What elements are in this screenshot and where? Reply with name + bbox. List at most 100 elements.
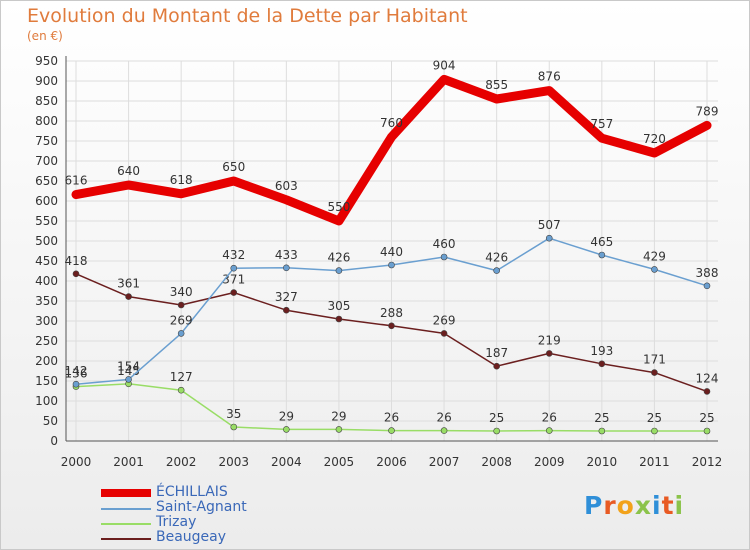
y-tick-label-600: 600 [35, 194, 58, 208]
data-label-trizay-2002: 127 [170, 370, 193, 384]
data-point-saint-agnant-2009 [545, 234, 553, 242]
data-point-beaugeay-2010 [598, 360, 606, 368]
data-point-beaugeay-2007 [440, 330, 448, 337]
data-label-saint-agnant-2011: 429 [643, 249, 666, 263]
data-label-trizay-2011: 25 [647, 411, 662, 425]
data-label-trizay-2005: 29 [331, 409, 346, 423]
data-label-saint-agnant-2007: 460 [433, 237, 456, 251]
y-tick-label-550: 550 [35, 214, 58, 228]
data-point-saint-agnant-2000 [72, 380, 80, 388]
data-point-trizay-2002 [177, 386, 185, 394]
legend-swatch-echillais [101, 489, 151, 497]
x-tick-label-2010: 2010 [587, 455, 618, 469]
data-label-saint-agnant-2002: 269 [170, 313, 193, 327]
data-label-saint-agnant-2001: 154 [117, 359, 140, 373]
x-tick-label-2002: 2002 [166, 455, 197, 469]
data-label-trizay-2000: 136 [65, 367, 88, 381]
y-tick-label-850: 850 [35, 94, 58, 108]
data-label-echillais-2005: 550 [327, 200, 350, 214]
y-tick-label-900: 900 [35, 74, 58, 88]
legend-swatch-beaugeay [101, 538, 151, 540]
data-point-saint-agnant-2006 [388, 261, 395, 269]
data-label-beaugeay-2012: 124 [696, 371, 719, 385]
data-label-echillais-2006: 760 [380, 116, 403, 130]
data-point-trizay-2012 [703, 427, 711, 435]
data-label-echillais-2003: 650 [222, 160, 245, 174]
data-label-beaugeay-2005: 305 [327, 299, 350, 313]
data-point-saint-agnant-2004 [283, 264, 290, 272]
x-tick-label-2008: 2008 [481, 455, 512, 469]
data-label-beaugeay-2001: 361 [117, 277, 140, 291]
x-tick-label-2012: 2012 [692, 455, 723, 469]
data-point-saint-agnant-2002 [177, 330, 185, 337]
data-label-trizay-2007: 26 [436, 411, 451, 425]
data-point-beaugeay-2002 [177, 301, 185, 309]
data-point-beaugeay-2008 [493, 362, 500, 370]
y-tick-label-450: 450 [35, 254, 58, 268]
x-tick-label-2004: 2004 [271, 455, 302, 469]
y-tick-label-300: 300 [35, 314, 58, 328]
chart-subtitle: (en €) [27, 29, 63, 43]
y-tick-label-400: 400 [35, 274, 58, 288]
data-label-saint-agnant-2008: 426 [485, 251, 508, 265]
data-label-echillais-2001: 640 [117, 164, 140, 178]
x-tick-label-2005: 2005 [324, 455, 355, 469]
data-label-saint-agnant-2004: 433 [275, 248, 298, 262]
data-label-echillais-2012: 789 [696, 104, 719, 118]
data-point-trizay-2010 [598, 427, 606, 435]
y-tick-label-150: 150 [35, 374, 58, 388]
legend-swatch-saint-agnant [101, 508, 151, 510]
data-label-echillais-2011: 720 [643, 132, 666, 146]
x-tick-label-2003: 2003 [218, 455, 249, 469]
data-label-saint-agnant-2012: 388 [696, 266, 719, 280]
data-label-beaugeay-2008: 187 [485, 346, 508, 360]
data-point-trizay-2009 [545, 427, 553, 434]
data-label-saint-agnant-2006: 440 [380, 245, 403, 259]
data-label-echillais-2007: 904 [433, 58, 456, 72]
data-point-beaugeay-2012 [703, 388, 711, 395]
data-label-saint-agnant-2000: 142 [65, 364, 88, 378]
data-point-trizay-2003 [230, 423, 238, 431]
data-point-saint-agnant-2011 [651, 266, 658, 273]
data-label-trizay-2008: 25 [489, 411, 504, 425]
data-point-saint-agnant-2005 [335, 267, 343, 274]
data-point-trizay-2006 [388, 427, 395, 434]
x-tick-label-2001: 2001 [113, 455, 144, 469]
data-label-echillais-2008: 855 [485, 78, 508, 92]
data-label-echillais-2002: 618 [170, 173, 193, 187]
y-tick-label-200: 200 [35, 354, 58, 368]
y-tick-label-750: 750 [35, 134, 58, 148]
y-tick-label-50: 50 [43, 414, 58, 428]
y-tick-label-700: 700 [35, 154, 58, 168]
data-point-beaugeay-2006 [388, 322, 395, 330]
x-tick-label-2007: 2007 [429, 455, 460, 469]
proxiti-logo: Proxiti [584, 491, 685, 520]
data-point-trizay-2004 [283, 426, 290, 433]
data-point-trizay-2008 [493, 427, 500, 435]
y-tick-label-650: 650 [35, 174, 58, 188]
data-label-beaugeay-2004: 327 [275, 290, 298, 304]
data-label-trizay-2006: 26 [384, 411, 399, 425]
data-label-beaugeay-2009: 219 [538, 333, 561, 347]
data-point-beaugeay-2000 [72, 270, 80, 278]
x-tick-label-2011: 2011 [639, 455, 670, 469]
data-point-saint-agnant-2001 [125, 376, 132, 383]
y-tick-label-350: 350 [35, 294, 58, 308]
data-label-trizay-2010: 25 [594, 411, 609, 425]
data-label-echillais-2010: 757 [590, 117, 613, 131]
legend-label-saint-agnant: Saint-Agnant [156, 499, 247, 515]
y-tick-label-500: 500 [35, 234, 58, 248]
data-point-saint-agnant-2012 [703, 282, 711, 290]
data-label-beaugeay-2010: 193 [590, 344, 613, 358]
x-tick-label-2009: 2009 [534, 455, 565, 469]
data-label-beaugeay-2000: 418 [65, 254, 88, 268]
y-tick-label-100: 100 [35, 394, 58, 408]
data-point-saint-agnant-2010 [598, 251, 606, 259]
legend-swatch-trizay [101, 523, 151, 525]
data-label-echillais-2004: 603 [275, 179, 298, 193]
chart-title: Evolution du Montant de la Dette par Hab… [27, 5, 468, 27]
data-label-saint-agnant-2003: 432 [222, 248, 245, 262]
y-tick-label-950: 950 [35, 54, 58, 68]
data-point-trizay-2007 [440, 427, 448, 434]
